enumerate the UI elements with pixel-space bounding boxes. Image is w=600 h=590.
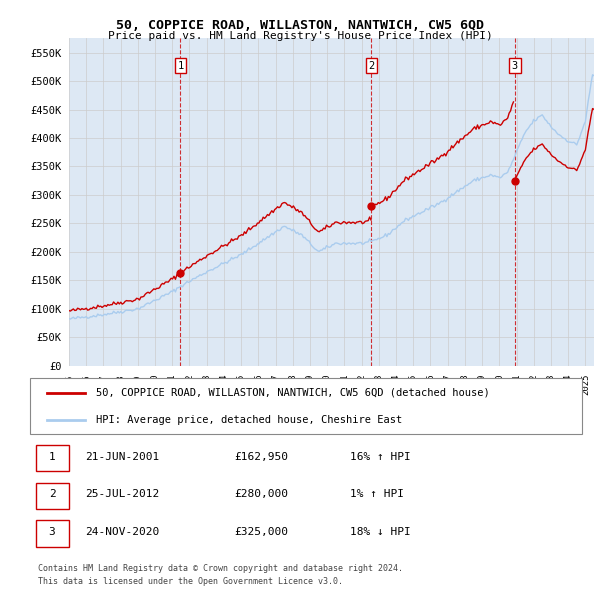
FancyBboxPatch shape — [35, 520, 68, 546]
Text: 16% ↑ HPI: 16% ↑ HPI — [350, 452, 411, 462]
Text: 2: 2 — [368, 61, 374, 71]
FancyBboxPatch shape — [35, 483, 68, 509]
Text: 25-JUL-2012: 25-JUL-2012 — [85, 490, 160, 500]
FancyBboxPatch shape — [30, 378, 582, 434]
Text: 18% ↓ HPI: 18% ↓ HPI — [350, 527, 411, 537]
Text: 1: 1 — [49, 452, 55, 462]
Text: Price paid vs. HM Land Registry's House Price Index (HPI): Price paid vs. HM Land Registry's House … — [107, 31, 493, 41]
Text: 2: 2 — [49, 490, 55, 500]
Text: 24-NOV-2020: 24-NOV-2020 — [85, 527, 160, 537]
FancyBboxPatch shape — [35, 445, 68, 471]
Text: 50, COPPICE ROAD, WILLASTON, NANTWICH, CW5 6QD (detached house): 50, COPPICE ROAD, WILLASTON, NANTWICH, C… — [96, 388, 490, 398]
Text: 1: 1 — [177, 61, 184, 71]
Text: Contains HM Land Registry data © Crown copyright and database right 2024.: Contains HM Land Registry data © Crown c… — [38, 564, 403, 573]
Text: 1% ↑ HPI: 1% ↑ HPI — [350, 490, 404, 500]
Text: 3: 3 — [512, 61, 518, 71]
Text: £280,000: £280,000 — [234, 490, 288, 500]
Text: £162,950: £162,950 — [234, 452, 288, 462]
Text: 3: 3 — [49, 527, 55, 537]
Text: 50, COPPICE ROAD, WILLASTON, NANTWICH, CW5 6QD: 50, COPPICE ROAD, WILLASTON, NANTWICH, C… — [116, 19, 484, 32]
Text: HPI: Average price, detached house, Cheshire East: HPI: Average price, detached house, Ches… — [96, 415, 403, 425]
Text: 21-JUN-2001: 21-JUN-2001 — [85, 452, 160, 462]
Text: £325,000: £325,000 — [234, 527, 288, 537]
Text: This data is licensed under the Open Government Licence v3.0.: This data is licensed under the Open Gov… — [38, 577, 343, 586]
